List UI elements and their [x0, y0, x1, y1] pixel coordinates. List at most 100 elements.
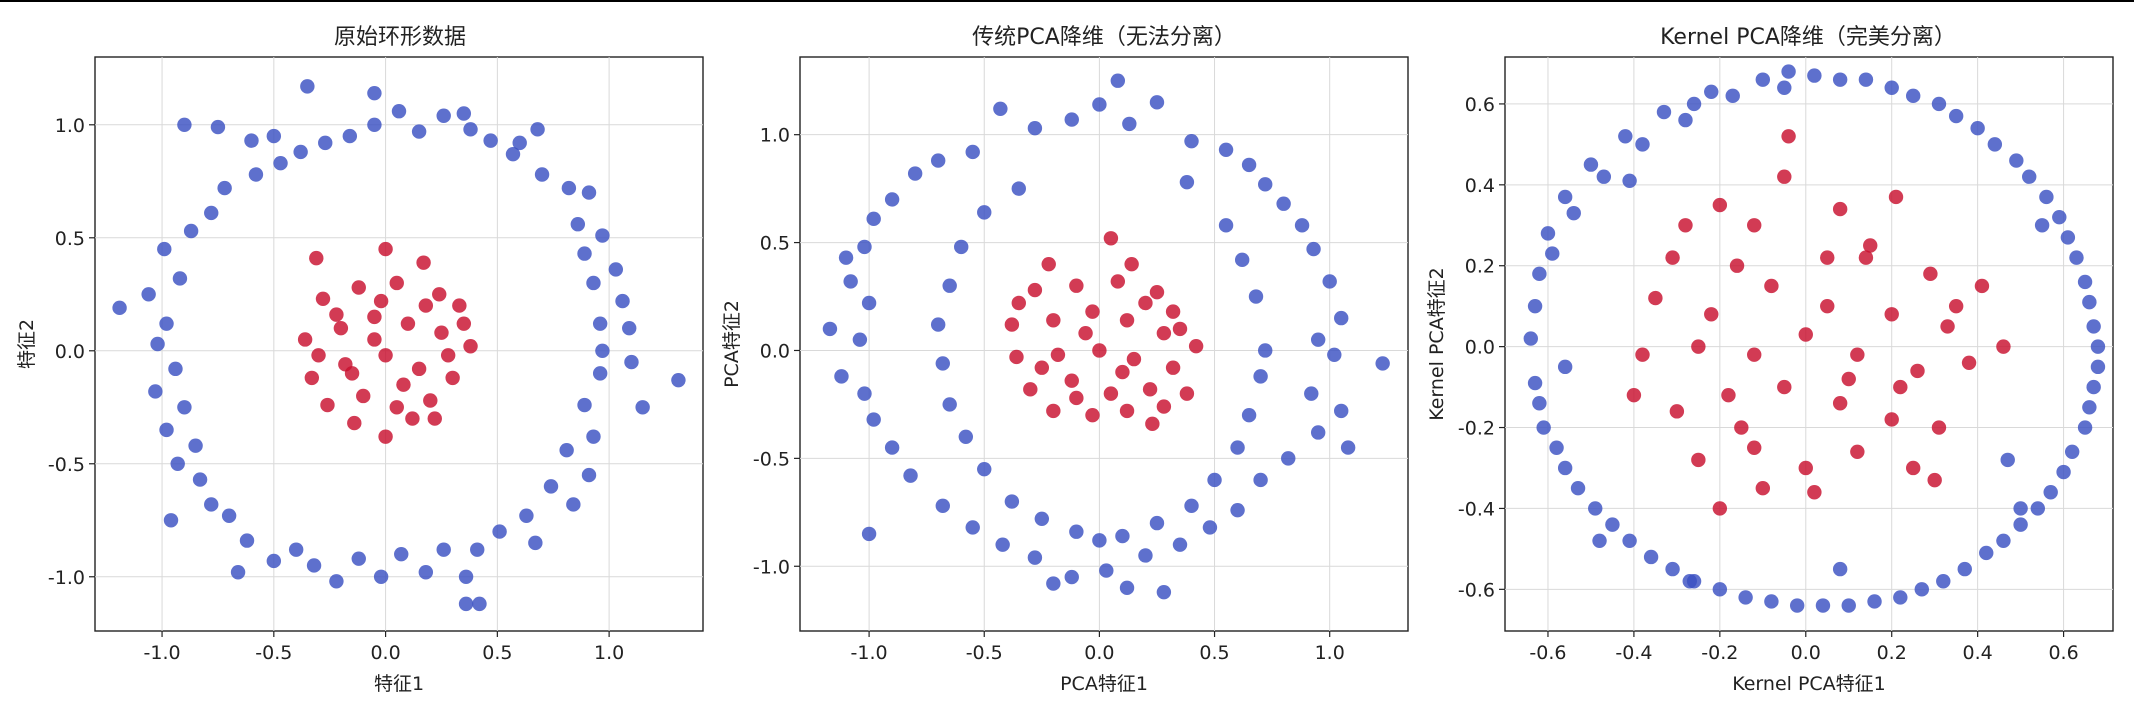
outer-ring-point [192, 472, 208, 487]
outer-ring-point [822, 321, 838, 337]
outer-ring-point [595, 343, 610, 358]
outer-ring-point [942, 278, 957, 293]
outer-ring-point [1375, 356, 1390, 371]
x-tick-label: -0.2 [1701, 642, 1738, 664]
inner-cluster-point [1832, 396, 1848, 411]
outer-ring-point [1281, 451, 1296, 466]
inner-cluster-point [1948, 298, 1964, 314]
inner-cluster-point [1172, 321, 1188, 337]
x-tick-label: 0.0 [1084, 642, 1114, 664]
x-tick-label: 0.0 [370, 642, 400, 664]
inner-cluster-point [1027, 282, 1043, 298]
outer-ring-point [1948, 108, 1964, 124]
inner-cluster-point [1149, 285, 1165, 300]
outer-ring-point [1230, 440, 1245, 455]
plot-area-frame [1504, 56, 2114, 632]
outer-ring-point [1092, 533, 1107, 548]
outer-ring-point [965, 144, 980, 160]
inner-cluster-point [1927, 472, 1942, 488]
outer-ring-point [1635, 137, 1650, 152]
outer-ring-point [159, 422, 174, 438]
y-tick-label: 0.0 [1465, 337, 1495, 359]
inner-cluster-point [1747, 347, 1762, 362]
outer-ring-point [635, 400, 650, 415]
inner-cluster-point [1165, 304, 1181, 319]
outer-ring-point [1781, 64, 1796, 79]
outer-ring-point [2013, 501, 2028, 516]
outer-ring-point [1557, 359, 1573, 375]
outer-ring-point [472, 596, 487, 612]
inner-cluster-point [1755, 481, 1771, 496]
y-tick-label: 0.5 [760, 233, 790, 255]
outer-ring-point [458, 596, 474, 612]
outer-ring-point [1936, 574, 1951, 589]
inner-cluster-point [1078, 326, 1093, 341]
outer-ring-point [1306, 241, 1321, 257]
outer-ring-point [306, 558, 322, 573]
outer-ring-point [483, 133, 498, 148]
outer-ring-point [1069, 524, 1084, 539]
outer-ring-point [1557, 460, 1573, 476]
outer-ring-point [2077, 274, 2093, 290]
inner-cluster-point [445, 370, 460, 386]
outer-ring-point [436, 542, 451, 557]
outer-ring-point [367, 117, 382, 132]
outer-ring-point [2060, 230, 2076, 245]
inner-cluster-point [1041, 256, 1056, 272]
outer-ring-point [857, 386, 872, 401]
outer-ring-point [2022, 169, 2037, 184]
outer-ring-point [329, 574, 344, 589]
inner-cluster-point [411, 361, 427, 377]
outer-ring-point [273, 156, 288, 171]
outer-ring-point [391, 104, 407, 119]
outer-ring-point [1334, 403, 1349, 419]
inner-cluster-point [1064, 373, 1079, 388]
outer-ring-point [1665, 561, 1680, 577]
x-tick-label: -1.0 [851, 642, 888, 664]
outer-ring-point [512, 135, 527, 151]
axis-ticks: -0.6 -0.4 -0.2 0.0 0.2 0.4 0.6 -0.6 -0.4 -0.2 0.0 0… [1458, 94, 2079, 664]
outer-ring-point [463, 122, 478, 137]
outer-ring-point [1789, 598, 1805, 613]
outer-ring-point [2034, 218, 2050, 233]
inner-cluster-point [1820, 298, 1835, 314]
outer-ring-point [204, 497, 219, 512]
inner-cluster-point [1165, 360, 1181, 375]
inner-cluster-point [1103, 386, 1119, 401]
y-tick-label: -1.0 [753, 556, 790, 578]
outer-ring-point [838, 250, 854, 265]
outer-ring-point [1557, 189, 1573, 205]
panel-original-ring-data: 原始环形数据 -1.0 -0.5 0.0 0.5 1.0 -1.0 -0.5 0.0 0.5 1.… [16, 25, 704, 695]
y-tick-label: 1.0 [55, 115, 85, 137]
inner-cluster-point [1832, 201, 1848, 217]
y-tick-label: 0.6 [1465, 94, 1495, 116]
outer-ring-point [930, 153, 946, 168]
outer-ring-point [866, 211, 881, 227]
inner-cluster-point [304, 370, 320, 386]
inner-cluster-point [456, 316, 472, 331]
outer-ring-point [411, 124, 427, 139]
outer-ring-point [1304, 386, 1319, 401]
inner-cluster-point [1734, 420, 1749, 435]
outer-ring-point [1622, 533, 1637, 548]
inner-cluster-point [1046, 313, 1061, 328]
outer-ring-point [394, 546, 409, 562]
inner-cluster-point [1910, 363, 1925, 379]
inner-cluster-point [1004, 317, 1020, 332]
outer-ring-point [148, 384, 163, 399]
inner-cluster-point [1179, 386, 1195, 401]
outer-ring-point [1527, 298, 1543, 314]
outer-ring-point [150, 336, 165, 352]
outer-ring-point [1064, 112, 1079, 127]
inner-cluster-point [423, 393, 438, 408]
y-tick-label: 0.0 [55, 341, 85, 363]
inner-cluster-point [1119, 403, 1135, 419]
inner-cluster-point [1046, 403, 1061, 419]
chart-title: Kernel PCA降维（完美分离） [1660, 25, 1956, 50]
outer-ring-point [2090, 359, 2106, 375]
outer-ring-point [615, 293, 630, 309]
inner-cluster-point [418, 298, 434, 313]
outer-ring-point [367, 85, 382, 101]
inner-cluster-point [1931, 420, 1947, 435]
